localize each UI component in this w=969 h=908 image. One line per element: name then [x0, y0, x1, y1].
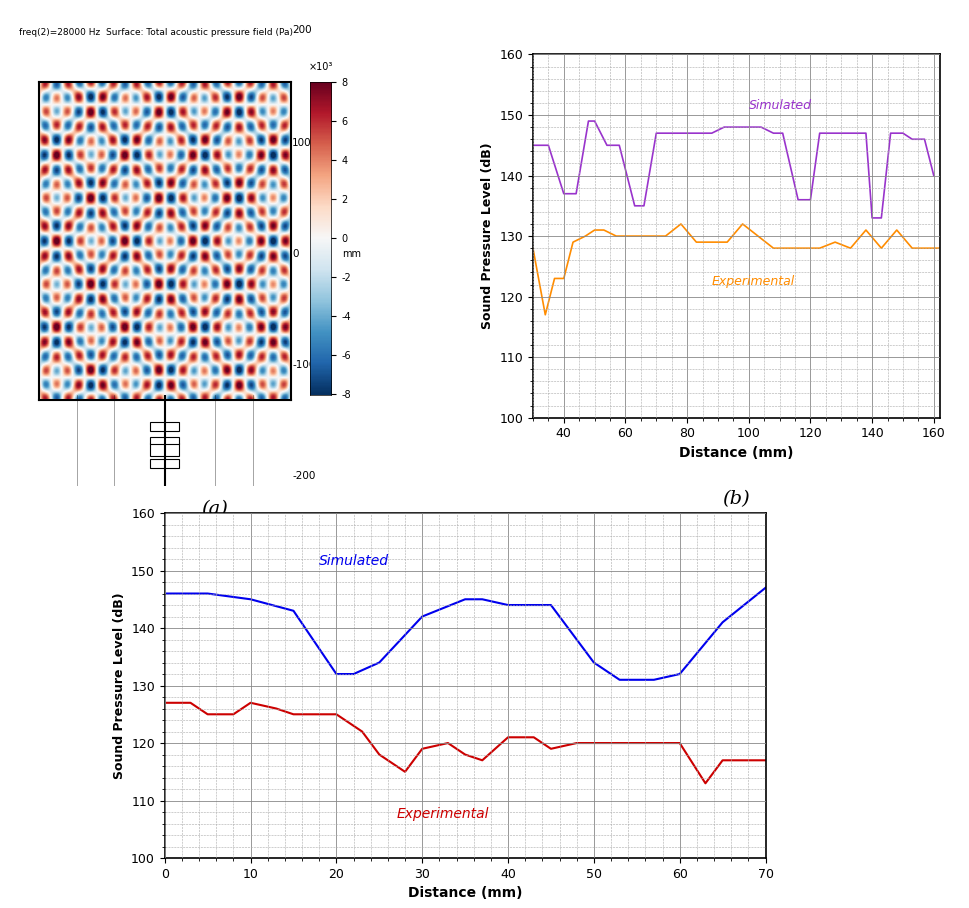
X-axis label: Distance (mm): Distance (mm)	[679, 446, 794, 460]
Text: (b): (b)	[723, 490, 750, 508]
Text: Experimental: Experimental	[712, 274, 795, 288]
Bar	[150, 459, 179, 468]
Text: Simulated: Simulated	[319, 554, 390, 568]
Text: 100: 100	[292, 138, 312, 148]
Bar	[150, 442, 179, 456]
Text: freq(2)=28000 Hz  Surface: Total acoustic pressure field (Pa): freq(2)=28000 Hz Surface: Total acoustic…	[18, 27, 293, 36]
Text: (a): (a)	[202, 499, 228, 518]
Text: -100: -100	[292, 360, 316, 370]
Text: mm: mm	[342, 249, 361, 260]
Text: -200: -200	[292, 471, 316, 481]
Text: Simulated: Simulated	[749, 99, 812, 112]
Text: 0: 0	[292, 249, 298, 260]
Bar	[150, 422, 179, 431]
Text: Experimental: Experimental	[396, 807, 489, 821]
Text: 200: 200	[292, 25, 312, 35]
Text: ×10³: ×10³	[308, 63, 333, 73]
X-axis label: Distance (mm): Distance (mm)	[408, 886, 522, 901]
Bar	[150, 437, 179, 444]
Y-axis label: Sound Pressure Level (dB): Sound Pressure Level (dB)	[112, 592, 126, 779]
Y-axis label: Sound Pressure Level (dB): Sound Pressure Level (dB)	[481, 143, 494, 330]
